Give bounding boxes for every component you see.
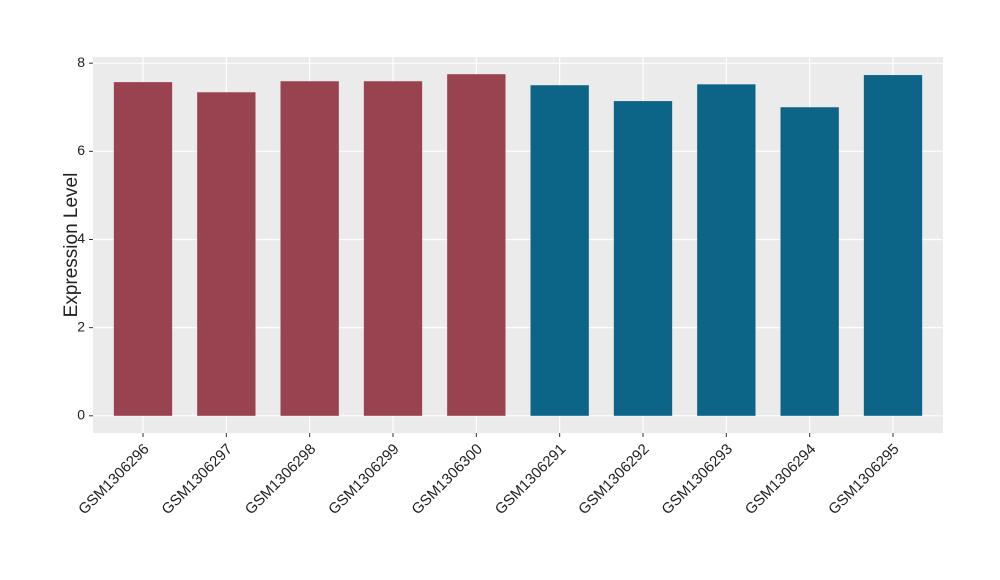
bar [697,84,756,416]
bar [280,81,339,416]
y-tick-label: 0 [77,407,85,423]
bar [113,82,173,416]
x-tick-label: GSM1306300 [408,441,485,518]
x-tick-label: GSM1306299 [325,441,402,518]
bar [197,92,256,416]
bar [863,75,923,416]
y-axis-label: Expression Level [61,173,82,318]
x-tick-label: GSM1306293 [658,441,735,518]
x-tick-label: GSM1306298 [242,441,319,518]
x-tick-label: GSM1306296 [75,441,152,518]
y-tick-label: 8 [77,54,85,70]
bar [530,85,589,416]
y-tick-label: 2 [77,318,85,334]
y-tick-label: 4 [77,230,85,246]
x-tick-label: GSM1306292 [575,441,652,518]
bar [613,101,673,416]
bar [363,81,423,416]
x-tick-label: GSM1306294 [742,441,819,518]
bar [447,74,506,416]
x-tick-label: GSM1306297 [158,441,235,518]
y-tick-label: 6 [77,142,85,158]
x-tick-label: GSM1306295 [825,441,902,518]
x-tick-label: GSM1306291 [492,441,569,518]
bar [780,107,839,416]
